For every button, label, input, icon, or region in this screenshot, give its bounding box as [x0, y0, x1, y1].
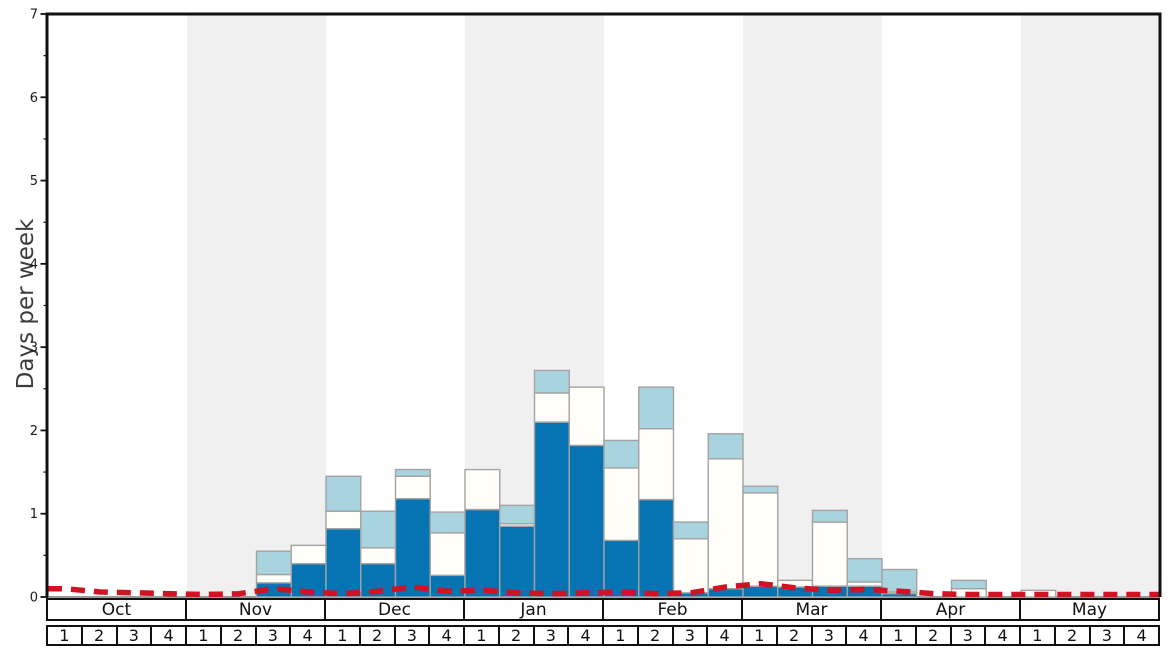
- bar-light-blue: [603, 439, 640, 469]
- bar-light-blue: [429, 511, 466, 534]
- week-cell: 2: [914, 627, 950, 644]
- week-cell: 2: [219, 627, 255, 644]
- month-cell-feb: Feb: [602, 600, 741, 619]
- week-cell: 4: [150, 627, 185, 644]
- week-cell: 2: [636, 627, 672, 644]
- week-cell: 4: [1123, 627, 1158, 644]
- week-cell: 4: [567, 627, 602, 644]
- week-cell: 4: [845, 627, 880, 644]
- bar-white: [429, 532, 466, 577]
- month-cell-dec: Dec: [324, 600, 463, 619]
- bar-dark-blue: [603, 539, 640, 598]
- bar-white: [360, 547, 397, 565]
- bar-light-blue: [672, 521, 709, 540]
- week-cell: 4: [428, 627, 463, 644]
- bar-white: [672, 538, 709, 594]
- bar-dark-blue: [325, 528, 362, 598]
- week-cell: 4: [289, 627, 324, 644]
- week-cell: 1: [1019, 627, 1054, 644]
- bar-white: [255, 573, 292, 584]
- y-tick-label: 1: [30, 507, 38, 522]
- bar-dark-blue: [533, 421, 570, 598]
- bar-light-blue: [255, 550, 292, 576]
- week-cell: 2: [497, 627, 533, 644]
- bar-light-blue: [533, 369, 570, 394]
- week-cell: 2: [358, 627, 394, 644]
- week-cell: 3: [1088, 627, 1124, 644]
- bar-dark-blue: [742, 585, 779, 598]
- bar-light-blue: [394, 468, 431, 477]
- bar-white: [533, 392, 570, 423]
- bar-white: [290, 544, 327, 565]
- bar-light-blue: [325, 475, 362, 512]
- bar-light-blue: [950, 579, 987, 590]
- bar-white: [742, 492, 779, 587]
- y-tick-label: 2: [30, 424, 38, 439]
- month-cell-oct: Oct: [101, 600, 132, 619]
- bar-light-blue: [846, 557, 883, 583]
- bar-light-blue: [499, 504, 536, 525]
- month-cell-jan: Jan: [463, 600, 602, 619]
- bar-white: [394, 475, 431, 500]
- week-cell: 1: [880, 627, 915, 644]
- bar-light-blue: [707, 433, 744, 460]
- week-cell: 2: [1053, 627, 1089, 644]
- bar-white: [603, 467, 640, 542]
- y-tick-label: 6: [30, 91, 38, 106]
- y-tick-label: 3: [30, 341, 38, 356]
- week-cell: 3: [671, 627, 707, 644]
- bar-light-blue: [811, 509, 848, 523]
- y-tick-label: 7: [30, 8, 38, 23]
- week-cell: 3: [949, 627, 985, 644]
- bar-white: [464, 468, 501, 511]
- month-band-nov: [187, 15, 326, 597]
- week-cell: 2: [775, 627, 811, 644]
- bar-white: [811, 521, 848, 587]
- bar-white: [325, 510, 362, 530]
- month-cell-apr: Apr: [880, 600, 1019, 619]
- bar-light-blue: [360, 510, 397, 549]
- month-cell-nov: Nov: [185, 600, 324, 619]
- week-cell: 1: [185, 627, 220, 644]
- month-band-may: [1021, 15, 1160, 597]
- bar-white: [707, 458, 744, 590]
- month-cell-mar: Mar: [741, 600, 880, 619]
- week-cell: 1: [324, 627, 359, 644]
- bar-light-blue: [742, 485, 779, 494]
- bar-dark-blue: [499, 525, 536, 598]
- week-cell: 3: [254, 627, 290, 644]
- bar-light-blue: [638, 386, 675, 430]
- week-cell: 1: [602, 627, 637, 644]
- month-cell-may: May: [1019, 600, 1158, 619]
- red-dashed-line: [48, 580, 1160, 598]
- week-cell: 4: [984, 627, 1019, 644]
- week-cell: 3: [532, 627, 568, 644]
- week-cell: 1: [463, 627, 498, 644]
- week-cell: 1: [741, 627, 776, 644]
- week-cell: 3: [810, 627, 846, 644]
- y-tick-label: 0: [30, 591, 38, 606]
- bar-dark-blue: [568, 444, 605, 598]
- week-cell: 3: [393, 627, 429, 644]
- bar-dark-blue: [464, 508, 501, 598]
- bar-white: [638, 428, 675, 501]
- bar-dark-blue: [638, 498, 675, 598]
- week-cell: 4: [706, 627, 741, 644]
- y-tick-label: 5: [30, 174, 38, 189]
- week-cell: 3: [115, 627, 151, 644]
- week-cell: 2: [80, 627, 116, 644]
- week-cell: 1: [59, 627, 70, 644]
- x-axis-month-row: Oct Nov Dec Jan Feb Mar Apr May: [46, 598, 1160, 621]
- bar-white: [568, 386, 605, 447]
- y-tick-label: 4: [30, 257, 38, 272]
- bar-dark-blue: [394, 498, 431, 598]
